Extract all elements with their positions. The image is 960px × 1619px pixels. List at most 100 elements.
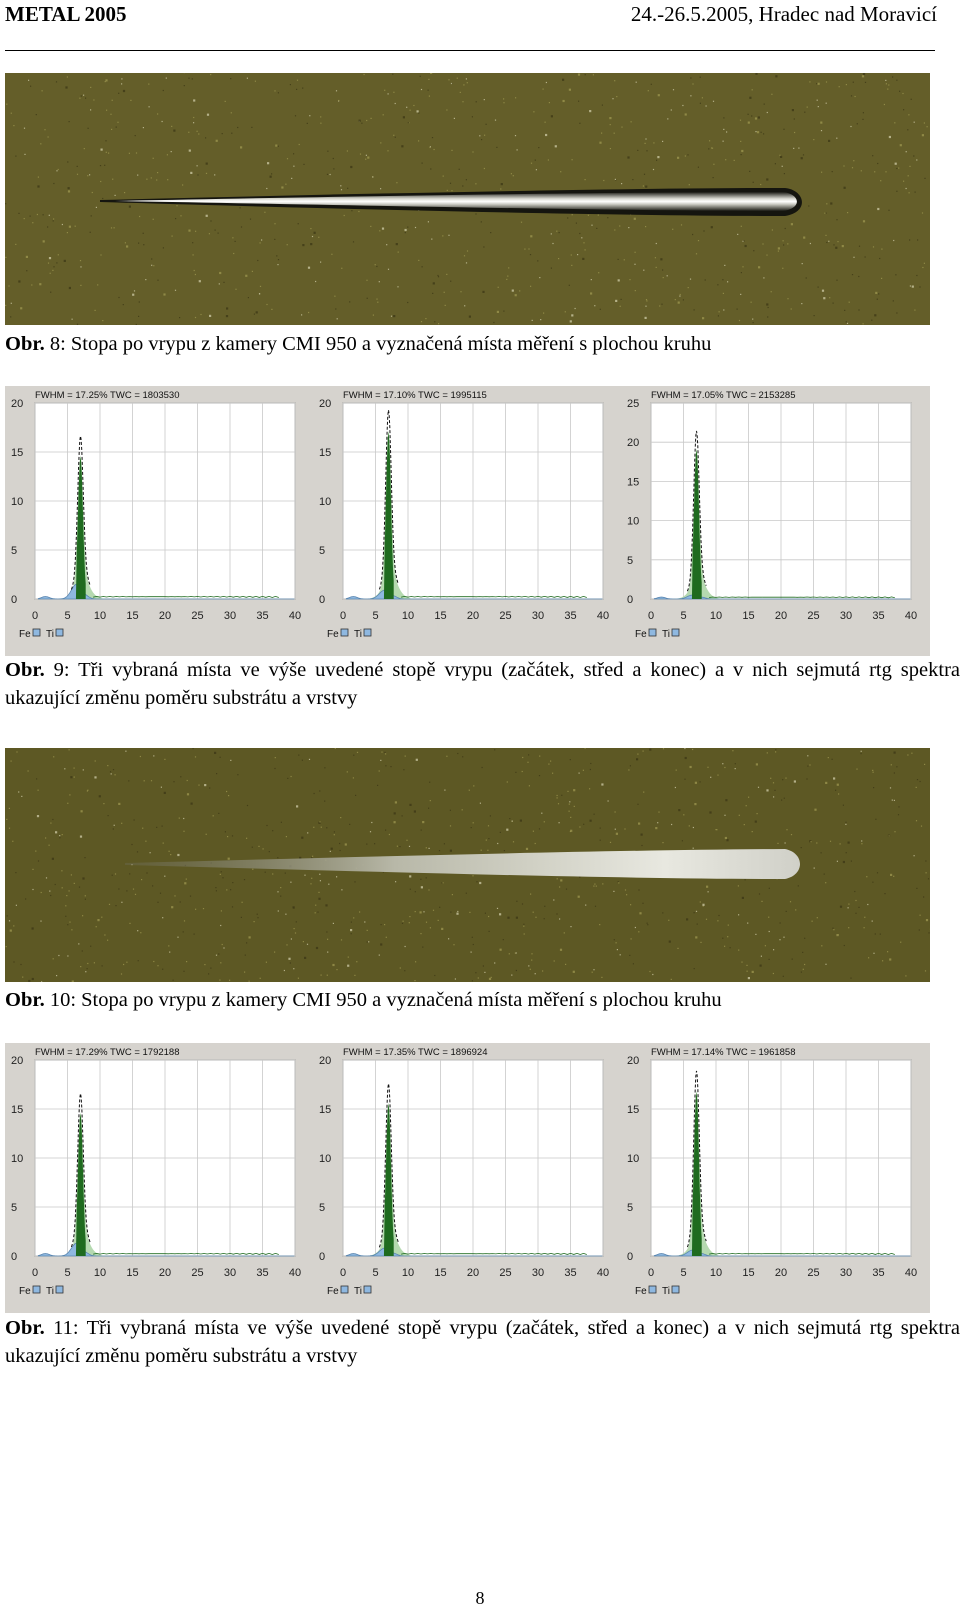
y-tick-label: 0 xyxy=(319,594,325,606)
caption-label: Obr. xyxy=(5,659,45,681)
caption-label: Obr. xyxy=(5,989,45,1011)
baseline-noise xyxy=(401,595,587,598)
x-tick-label: 15 xyxy=(434,610,446,622)
y-tick-label: 20 xyxy=(627,437,639,449)
y-tick-label: 5 xyxy=(11,545,17,557)
spectra-fig9: 0 5 10 15 20 25 30 35 40 0 5 10 15 20 FWHM = 17.25% TW… xyxy=(5,386,930,656)
ti-peak xyxy=(383,432,394,599)
legend-fe-label: Fe xyxy=(19,629,31,640)
y-tick-label: 20 xyxy=(319,1055,331,1067)
x-tick-label: 15 xyxy=(126,610,138,622)
y-tick-label: 5 xyxy=(627,1202,633,1214)
baseline-noise xyxy=(709,596,895,599)
spectrum-panel: 0 5 10 15 20 25 30 35 40 0 5 10 15 20 FWHM = 17.29% TW… xyxy=(5,1043,313,1313)
caption-text: : Tři vybraná místa ve výše uvedené stop… xyxy=(5,659,960,709)
conference-title: METAL 2005 xyxy=(5,2,127,26)
x-tick-label: 0 xyxy=(648,610,654,622)
ti-peak xyxy=(75,1113,86,1256)
x-tick-label: 35 xyxy=(564,610,576,622)
y-tick-label: 0 xyxy=(319,1251,325,1263)
y-tick-label: 15 xyxy=(319,1104,331,1116)
caption-number: 11 xyxy=(53,1317,73,1339)
legend-fe-swatch xyxy=(648,628,657,637)
spectrum-panel: 0 5 10 15 20 25 30 35 40 0 5 10 15 20 FWHM = 17.25% TW… xyxy=(5,386,313,656)
y-tick-label: 5 xyxy=(11,1202,17,1214)
x-tick-label: 15 xyxy=(742,1267,754,1279)
y-tick-label: 10 xyxy=(319,496,331,508)
baseline-noise xyxy=(401,1252,587,1255)
spectrum-panel: 0 5 10 15 20 25 30 35 40 0 5 10 15 20 FWHM = 17.14% TW… xyxy=(621,1043,929,1313)
spectrum-panel: 0 5 10 15 20 25 30 35 40 0 5 10 15 20 FWHM = 17.10% TW… xyxy=(313,386,621,656)
x-tick-label: 25 xyxy=(191,1267,203,1279)
y-tick-label: 0 xyxy=(11,594,17,606)
legend-ti-label: Ti xyxy=(354,1286,362,1297)
caption-number: 10 xyxy=(49,989,71,1011)
legend-fe-swatch xyxy=(32,1285,41,1294)
spectrum-chart: 0 5 10 15 20 25 30 35 40 0 5 10 15 20 FWHM = 17.10% TW… xyxy=(319,390,609,640)
legend-ti-label: Ti xyxy=(46,1286,54,1297)
y-tick-label: 15 xyxy=(627,476,639,488)
x-tick-label: 0 xyxy=(32,610,38,622)
x-tick-label: 35 xyxy=(256,610,268,622)
chart-title: FWHM = 17.05% TWC = 2153285 xyxy=(651,390,796,401)
legend-ti-swatch xyxy=(671,1285,680,1294)
legend-ti-swatch xyxy=(671,628,680,637)
x-tick-label: 40 xyxy=(597,1267,609,1279)
chart-title: FWHM = 17.29% TWC = 1792188 xyxy=(35,1047,180,1058)
x-tick-label: 40 xyxy=(289,610,301,622)
y-tick-label: 20 xyxy=(319,398,331,410)
chart-title: FWHM = 17.35% TWC = 1896924 xyxy=(343,1047,488,1058)
fit-envelope xyxy=(70,435,91,590)
spectrum-chart: 0 5 10 15 20 25 30 35 40 0 5 10 15 20 25 FWHM = 17.05% … xyxy=(627,390,917,640)
y-tick-label: 0 xyxy=(627,594,633,606)
caption-text: : Tři vybraná místa ve výše uvedené stop… xyxy=(5,1317,960,1367)
x-tick-label: 0 xyxy=(648,1267,654,1279)
y-tick-label: 15 xyxy=(627,1104,639,1116)
caption-label: Obr. xyxy=(5,333,45,355)
x-tick-label: 15 xyxy=(126,1267,138,1279)
legend-ti-label: Ti xyxy=(46,629,54,640)
y-tick-label: 20 xyxy=(627,1055,639,1067)
surface-texture xyxy=(5,745,930,982)
ti-peak xyxy=(383,1104,394,1256)
x-tick-label: 5 xyxy=(680,1267,686,1279)
x-tick-label: 30 xyxy=(532,610,544,622)
x-tick-label: 35 xyxy=(872,1267,884,1279)
legend-ti-swatch xyxy=(55,1285,64,1294)
caption-label: Obr. xyxy=(5,1317,45,1339)
spectrum-chart: 0 5 10 15 20 25 30 35 40 0 5 10 15 20 FWHM = 17.35% TW… xyxy=(319,1047,609,1297)
page-number: 8 xyxy=(475,1588,485,1608)
x-tick-label: 40 xyxy=(905,610,917,622)
x-tick-label: 25 xyxy=(807,610,819,622)
y-tick-label: 0 xyxy=(627,1251,633,1263)
caption-number: 9 xyxy=(53,659,64,681)
y-tick-label: 10 xyxy=(11,1153,23,1165)
x-tick-label: 25 xyxy=(191,610,203,622)
y-tick-label: 5 xyxy=(319,545,325,557)
ti-peak xyxy=(691,450,702,599)
legend-fe-label: Fe xyxy=(635,1286,647,1297)
x-tick-label: 25 xyxy=(499,610,511,622)
fit-envelope xyxy=(70,1093,91,1248)
x-tick-label: 10 xyxy=(710,610,722,622)
chart-title: FWHM = 17.10% TWC = 1995115 xyxy=(343,390,487,401)
chart-title: FWHM = 17.14% TWC = 1961858 xyxy=(651,1047,796,1058)
x-tick-label: 15 xyxy=(742,610,754,622)
spectrum-panel: 0 5 10 15 20 25 30 35 40 0 5 10 15 20 25 FWHM = 17.05% … xyxy=(621,386,929,656)
y-tick-label: 5 xyxy=(319,1202,325,1214)
caption-fig8: Obr. 8: Stopa po vrypu z kamery CMI 950 … xyxy=(5,330,960,358)
fit-envelope xyxy=(686,430,707,592)
x-tick-label: 15 xyxy=(434,1267,446,1279)
x-tick-label: 35 xyxy=(256,1267,268,1279)
x-tick-label: 25 xyxy=(499,1267,511,1279)
legend-ti-label: Ti xyxy=(354,629,362,640)
caption-text: : Stopa po vrypu z kamery CMI 950 a vyzn… xyxy=(60,333,712,355)
y-tick-label: 20 xyxy=(11,398,23,410)
legend-ti-swatch xyxy=(363,628,372,637)
x-tick-label: 5 xyxy=(680,610,686,622)
x-tick-label: 35 xyxy=(564,1267,576,1279)
x-tick-label: 30 xyxy=(532,1267,544,1279)
legend-fe-swatch xyxy=(648,1285,657,1294)
caption-fig10: Obr. 10: Stopa po vrypu z kamery CMI 950… xyxy=(5,986,960,1014)
spectra-fig11: 0 5 10 15 20 25 30 35 40 0 5 10 15 20 FWHM = 17.29% TW… xyxy=(5,1043,930,1313)
